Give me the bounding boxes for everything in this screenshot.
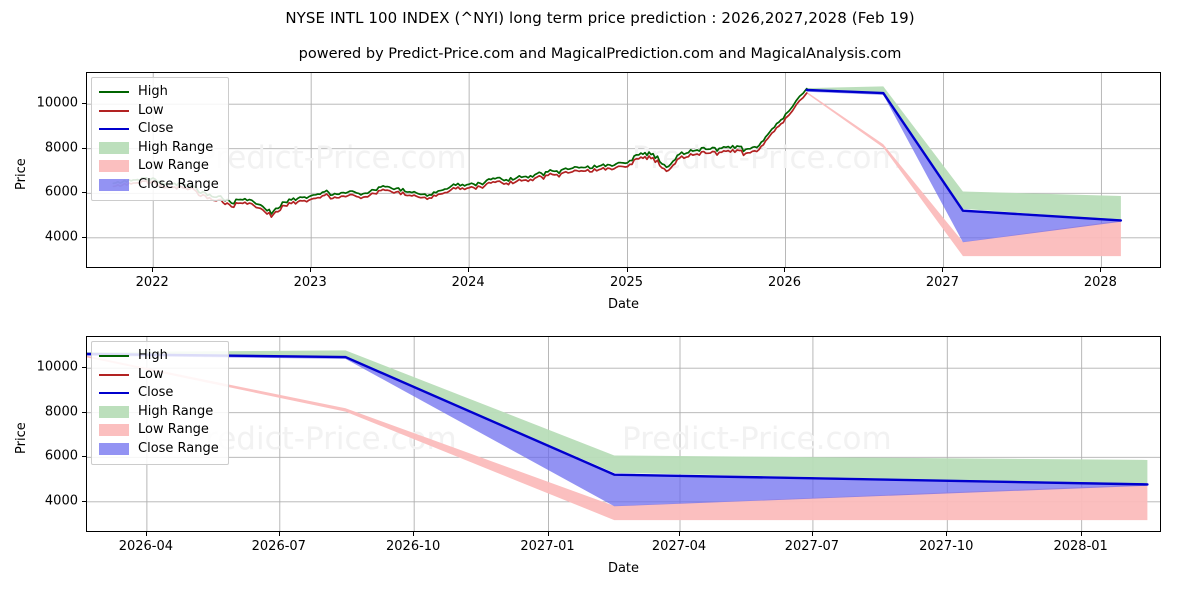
legend-line-swatch bbox=[99, 85, 129, 99]
y-axis-tick-mark bbox=[82, 500, 86, 502]
y-axis-tick-mark bbox=[82, 411, 86, 413]
detail-plot-area: Predict-Price.com Predict-Price.com bbox=[86, 336, 1161, 532]
y-axis-tick-label: 8000 bbox=[44, 404, 78, 420]
legend-item-label: Close Range bbox=[138, 176, 219, 192]
y-axis-tick-mark bbox=[82, 147, 86, 149]
legend-item-label: High Range bbox=[138, 403, 214, 419]
legend-item-close-range: Close Range bbox=[99, 440, 219, 459]
x-axis-tick-label: 2028 bbox=[1083, 275, 1117, 290]
x-axis-tick-mark bbox=[278, 532, 280, 536]
x-axis-tick-mark bbox=[145, 532, 147, 536]
x-axis-tick-label: 2024 bbox=[451, 275, 485, 290]
x-axis-tick-mark bbox=[942, 268, 944, 272]
legend-line-swatch bbox=[99, 368, 129, 382]
x-axis-tick-mark bbox=[413, 532, 415, 536]
detail-chart-panel: Predict-Price.com Predict-Price.com bbox=[86, 336, 1161, 532]
legend-item-high: High bbox=[99, 83, 219, 102]
y-axis-tick-mark bbox=[82, 103, 86, 105]
legend-line-swatch bbox=[99, 122, 129, 136]
x-axis-tick-mark bbox=[310, 268, 312, 272]
x-axis-tick-mark bbox=[547, 532, 549, 536]
x-axis-tick-mark bbox=[784, 268, 786, 272]
legend-item-high: High bbox=[99, 347, 219, 366]
x-axis-tick-mark bbox=[946, 532, 948, 536]
legend-item-close: Close bbox=[99, 384, 219, 403]
y-axis-tick-mark bbox=[82, 456, 86, 458]
chart-title: NYSE INTL 100 INDEX (^NYI) long term pri… bbox=[285, 9, 915, 27]
legend-patch-swatch bbox=[99, 178, 129, 192]
legend-item-close-range: Close Range bbox=[99, 176, 219, 195]
x-axis-tick-label: 2026 bbox=[767, 275, 802, 290]
svg-text:Predict-Price.com: Predict-Price.com bbox=[622, 421, 892, 457]
y-axis-tick-mark bbox=[82, 367, 86, 369]
x-axis-tick-mark bbox=[811, 532, 813, 536]
legend-item-label: Low Range bbox=[138, 422, 209, 438]
y-axis-tick-label: 4000 bbox=[44, 229, 78, 245]
overview-plot-area: Predict-Price.com Predict-Price.com bbox=[86, 72, 1161, 268]
legend-item-high-range: High Range bbox=[99, 403, 219, 422]
x-axis-tick-mark bbox=[626, 268, 628, 272]
x-axis-tick-label: 2027-01 bbox=[520, 539, 575, 554]
x-axis-tick-mark bbox=[679, 532, 680, 536]
chart-legend: High Low Close High Range Low Range Close Ran… bbox=[91, 77, 229, 201]
legend-item-low: Low bbox=[99, 102, 219, 121]
svg-text:Predict-Price.com: Predict-Price.com bbox=[187, 421, 457, 457]
x-axis-tick-label: 2026-10 bbox=[386, 539, 441, 554]
x-axis-tick-mark bbox=[1100, 268, 1102, 272]
legend-patch-swatch bbox=[99, 423, 129, 437]
legend-item-label: High Range bbox=[138, 139, 214, 155]
legend-item-low: Low bbox=[99, 366, 219, 385]
x-axis-tick-label: 2027 bbox=[925, 275, 959, 290]
x-axis-tick-mark bbox=[1080, 532, 1082, 536]
legend-item-label: Low bbox=[138, 102, 164, 118]
legend-line-swatch bbox=[99, 104, 129, 118]
y-axis-tick-label: 10000 bbox=[36, 95, 78, 111]
x-axis-tick-label: 2026-04 bbox=[118, 539, 174, 554]
legend-item-label: High bbox=[138, 84, 168, 100]
legend-item-label: Close bbox=[138, 385, 174, 401]
x-axis-tick-label: 2023 bbox=[293, 275, 327, 290]
legend-item-high-range: High Range bbox=[99, 139, 219, 158]
legend-item-low-range: Low Range bbox=[99, 421, 219, 440]
x-axis-tick-label: 2027-10 bbox=[919, 539, 974, 554]
x-axis-tick-label: 2028-01 bbox=[1053, 539, 1108, 554]
y-axis-tick-label: 6000 bbox=[44, 448, 78, 464]
x-axis-tick-label: 2026-07 bbox=[251, 539, 306, 554]
y-axis-tick-label: 6000 bbox=[44, 184, 78, 200]
legend-patch-swatch bbox=[99, 159, 129, 173]
legend-item-label: Low bbox=[138, 366, 164, 382]
y-axis-tick-label: 8000 bbox=[44, 140, 78, 156]
x-axis-tick-label: 2022 bbox=[135, 275, 169, 290]
legend-patch-swatch bbox=[99, 442, 129, 456]
chart-legend: High Low Close High Range Low Range Close Ran… bbox=[91, 341, 229, 465]
legend-item-label: High bbox=[138, 348, 168, 364]
svg-text:Predict-Price.com: Predict-Price.com bbox=[632, 140, 902, 176]
legend-patch-swatch bbox=[99, 405, 129, 419]
legend-line-swatch bbox=[99, 349, 129, 363]
legend-item-low-range: Low Range bbox=[99, 157, 219, 176]
chart-subtitle: powered by Predict-Price.com and Magical… bbox=[298, 46, 902, 62]
detail-x-axis-label: Date bbox=[607, 561, 640, 576]
overview-chart-panel: Predict-Price.com Predict-Price.com bbox=[86, 72, 1161, 268]
y-axis-tick-mark bbox=[82, 192, 86, 194]
y-axis-tick-label: 10000 bbox=[36, 359, 78, 375]
overview-x-axis-label: Date bbox=[607, 297, 640, 312]
legend-item-close: Close bbox=[99, 120, 219, 139]
legend-line-swatch bbox=[99, 386, 129, 400]
x-axis-tick-label: 2025 bbox=[609, 275, 644, 290]
legend-item-label: Close bbox=[138, 121, 174, 137]
y-axis-tick-mark bbox=[82, 236, 86, 238]
y-axis-tick-label: 4000 bbox=[44, 493, 78, 509]
x-axis-tick-mark bbox=[468, 268, 470, 272]
x-axis-tick-label: 2027-07 bbox=[784, 539, 840, 554]
x-axis-tick-mark bbox=[152, 268, 154, 272]
legend-item-label: Low Range bbox=[138, 158, 209, 174]
x-axis-tick-label: 2027-04 bbox=[651, 539, 707, 554]
svg-text:Predict-Price.com: Predict-Price.com bbox=[197, 140, 467, 176]
legend-patch-swatch bbox=[99, 141, 129, 155]
legend-item-label: Close Range bbox=[138, 440, 219, 456]
